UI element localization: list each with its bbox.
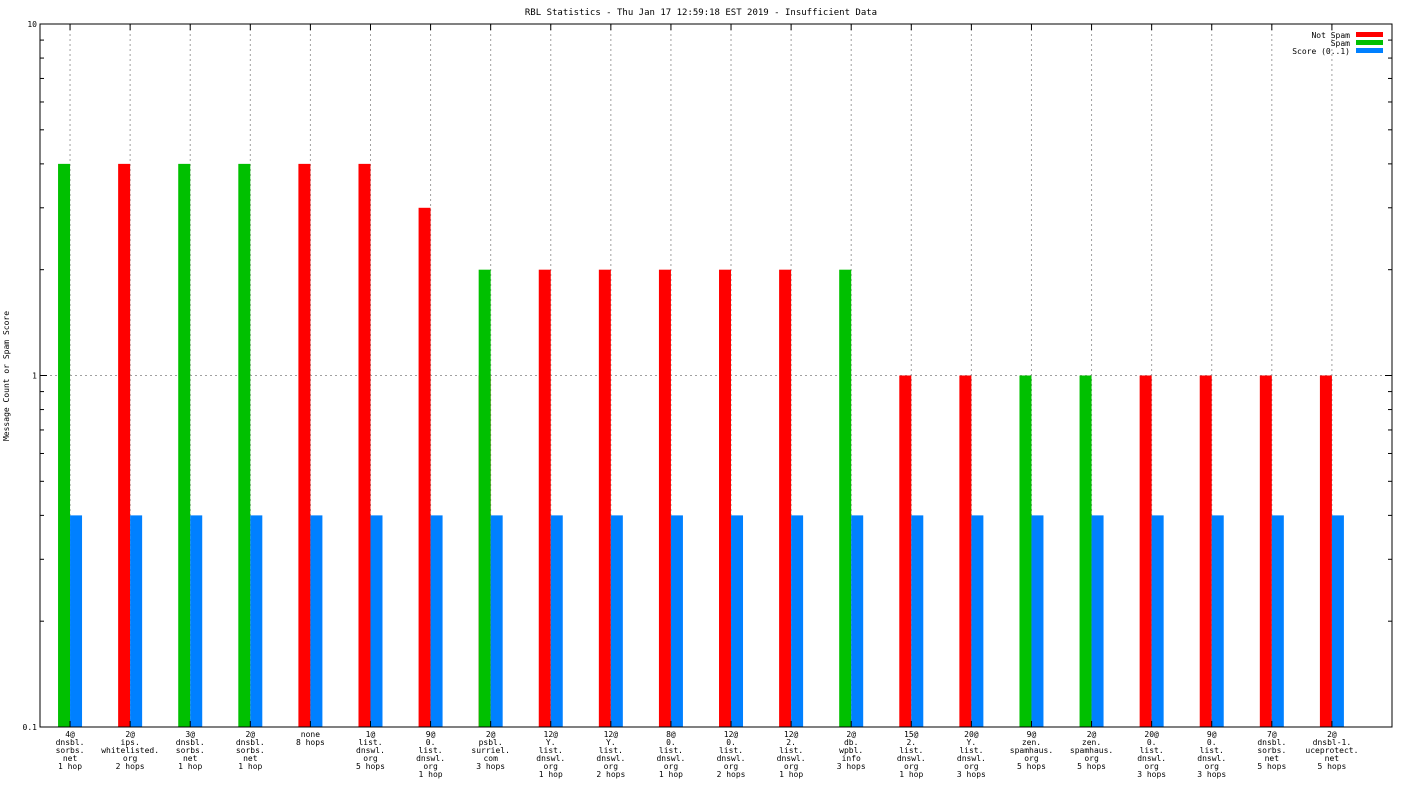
legend-item: Spam [1331, 39, 1383, 48]
x-category-label: 7@ dnsbl. sorbs. net 5 hops [1257, 730, 1286, 771]
bar-not-spam [1259, 375, 1272, 727]
x-category-label: 12@ 0. list. dnswl. org 2 hops [717, 730, 746, 779]
bar-score-0-1 [490, 515, 503, 727]
x-category-label: 4@ dnsbl. sorbs. net 1 hop [56, 730, 85, 771]
bar-not-spam [959, 375, 972, 727]
legend-item: Score (0..1) [1292, 47, 1383, 56]
bar-not-spam [538, 269, 551, 727]
bar-score-0-1 [370, 515, 383, 727]
bar-not-spam [298, 163, 311, 727]
legend-item: Not Spam [1311, 31, 1383, 40]
bar-score-0-1 [1211, 515, 1224, 727]
bar-spam [178, 163, 191, 727]
legend-swatch [1356, 32, 1383, 37]
bar-score-0-1 [1331, 515, 1344, 727]
x-category-label: 12@ Y. list. dnswl. org 2 hops [596, 730, 625, 779]
y-tick-label: 1 [32, 372, 37, 381]
bar-not-spam [719, 269, 732, 727]
legend-swatch [1356, 40, 1383, 45]
x-category-label: 9@ zen. spamhaus. org 5 hops [1010, 730, 1053, 771]
bar-not-spam [779, 269, 792, 727]
bar-score-0-1 [250, 515, 263, 727]
x-category-label: 2@ dnsbl-1. uceprotect. net 5 hops [1305, 730, 1358, 771]
bar-score-0-1 [791, 515, 804, 727]
legend-label: Score (0..1) [1292, 47, 1350, 56]
x-category-label: 2@ dnsbl. sorbs. net 1 hop [236, 730, 265, 771]
x-category-label: 2@ ips. whitelisted. org 2 hops [101, 730, 159, 771]
bar-spam [58, 163, 71, 727]
bar-score-0-1 [130, 515, 143, 727]
y-tick-label: 10 [27, 20, 37, 29]
bar-score-0-1 [1031, 515, 1044, 727]
bars [58, 163, 1344, 728]
bar-score-0-1 [1271, 515, 1284, 727]
y-axis-label: Message Count or Spam Score [2, 311, 11, 441]
x-axis-labels: 4@ dnsbl. sorbs. net 1 hop 2@ ips. whitelisted.… [56, 24, 1358, 779]
bar-not-spam [118, 163, 131, 727]
x-category-label: 2@ db. wpbl. info 3 hops [837, 730, 866, 771]
x-category-label: none 8 hops [296, 730, 325, 747]
x-category-label: 9@ 0. list. dnswl. org 1 hop [416, 730, 445, 779]
x-category-label: 9@ 0. list. dnswl. org 3 hops [1197, 730, 1226, 779]
bar-spam [478, 269, 491, 727]
bar-score-0-1 [670, 515, 683, 727]
bar-not-spam [658, 269, 671, 727]
bar-score-0-1 [610, 515, 623, 727]
bar-score-0-1 [190, 515, 203, 727]
bar-spam [839, 269, 852, 727]
x-category-label: 8@ 0. list. dnswl. org 1 hop [656, 730, 685, 779]
bar-spam [1019, 375, 1032, 727]
bar-score-0-1 [70, 515, 83, 727]
y-axis-ticks: 0.1 1 10 [23, 20, 1392, 732]
bar-score-0-1 [911, 515, 924, 727]
x-category-label: 2@ zen. spamhaus. org 5 hops [1070, 730, 1113, 771]
bar-score-0-1 [851, 515, 864, 727]
x-category-label: 3@ dnsbl. sorbs. net 1 hop [176, 730, 205, 771]
bar-score-0-1 [1091, 515, 1104, 727]
y-tick-label: 0.1 [23, 723, 38, 732]
bar-spam [1079, 375, 1092, 727]
legend-swatch [1356, 48, 1383, 53]
bar-not-spam [598, 269, 611, 727]
bar-score-0-1 [430, 515, 443, 727]
bar-score-0-1 [310, 515, 323, 727]
chart-title: RBL Statistics - Thu Jan 17 12:59:18 EST… [525, 8, 877, 18]
bar-not-spam [1139, 375, 1152, 727]
x-category-label: 1@ list. dnswl. org 5 hops [356, 730, 385, 771]
bar-not-spam [899, 375, 912, 727]
bar-score-0-1 [1151, 515, 1164, 727]
bar-score-0-1 [550, 515, 563, 727]
x-category-label: 15@ 2. list. dnswl. org 1 hop [897, 730, 926, 779]
bar-score-0-1 [731, 515, 744, 727]
x-category-label: 2@ psbl. surriel. com 3 hops [471, 730, 510, 771]
x-category-label: 12@ 2. list. dnswl. org 1 hop [777, 730, 806, 779]
bar-not-spam [418, 207, 431, 728]
bar-score-0-1 [971, 515, 984, 727]
bar-not-spam [1199, 375, 1212, 727]
bar-spam [238, 163, 251, 727]
legend-label: Spam [1331, 39, 1350, 48]
legend-label: Not Spam [1311, 31, 1350, 40]
bar-not-spam [358, 163, 371, 727]
x-category-label: 20@ 0. list. dnswl. org 3 hops [1137, 730, 1166, 779]
x-category-label: 12@ Y. list. dnswl. org 1 hop [536, 730, 565, 779]
x-category-label: 20@ Y. list. dnswl. org 3 hops [957, 730, 986, 779]
bar-not-spam [1319, 375, 1332, 727]
